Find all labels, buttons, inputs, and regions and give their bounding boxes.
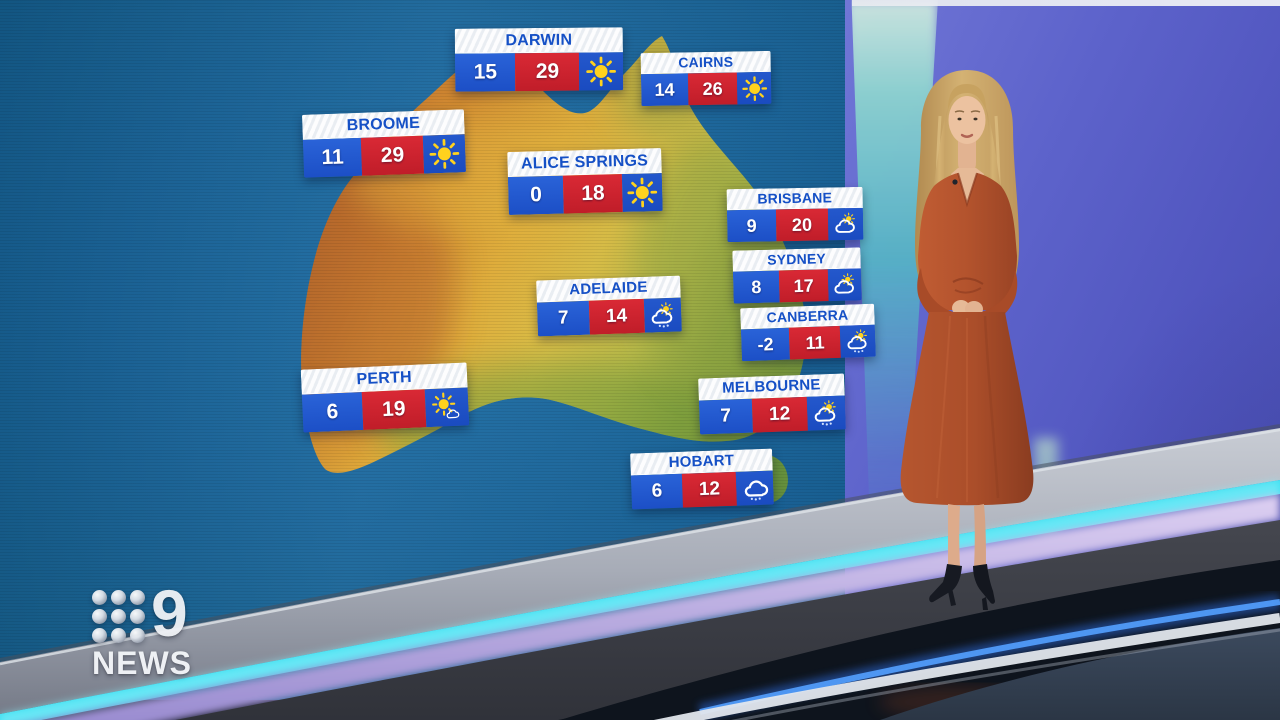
weather-card-alice-springs: ALICE SPRINGS 0 18 xyxy=(507,147,663,216)
partly-cloudy-icon xyxy=(827,268,862,302)
weather-card-melbourne: MELBOURNE 7 12 xyxy=(698,373,846,435)
max-temp: 12 xyxy=(751,396,808,433)
cloud-drizzle-icon xyxy=(735,470,774,506)
weather-card-canberra: CANBERRA -2 11 xyxy=(740,303,876,362)
weather-card-broome: BROOME 11 29 xyxy=(301,109,467,178)
weather-card-adelaide: ADELAIDE 7 14 xyxy=(536,275,682,337)
weather-card-brisbane: BRISBANE 9 20 xyxy=(726,186,864,243)
sunny-icon xyxy=(737,71,772,105)
min-temp: 0 xyxy=(507,175,565,216)
min-temp: 6 xyxy=(301,392,364,433)
partly-cloudy-drizzle-icon xyxy=(643,297,682,333)
min-temp: 7 xyxy=(698,398,753,435)
city-name: CAIRNS xyxy=(640,50,771,75)
mostly-sunny-icon xyxy=(424,387,470,428)
weather-card-sydney: SYDNEY 8 17 xyxy=(732,247,862,304)
presenter-neck xyxy=(958,140,976,174)
weather-card-darwin: DARWIN 15 29 xyxy=(454,27,624,92)
partly-cloudy-drizzle-icon xyxy=(839,324,876,358)
news-wordmark: NEWS xyxy=(92,645,192,681)
presenter-shoes xyxy=(929,564,962,603)
presenter-face xyxy=(948,96,986,144)
max-temp: 17 xyxy=(778,269,829,303)
min-temp: 6 xyxy=(630,473,684,510)
max-temp: 20 xyxy=(775,208,829,242)
max-temp: 11 xyxy=(789,325,842,360)
presenter-dress-skirt xyxy=(900,312,1034,506)
nine-numeral: 9 xyxy=(151,576,188,650)
sunny-icon xyxy=(422,134,467,174)
partly-cloudy-icon xyxy=(827,207,864,241)
weather-card-cairns: CAIRNS 14 26 xyxy=(640,50,772,107)
max-temp: 14 xyxy=(588,298,645,335)
city-name: BRISBANE xyxy=(726,186,863,211)
partly-cloudy-drizzle-icon xyxy=(806,395,846,431)
presenter-legs xyxy=(948,504,960,567)
presenter-dress-bodice xyxy=(918,173,1017,310)
min-temp: 14 xyxy=(640,73,689,107)
presenter xyxy=(900,70,1034,610)
min-temp: 9 xyxy=(726,209,777,243)
sunny-icon xyxy=(579,52,624,91)
min-temp: 8 xyxy=(732,270,780,304)
nine-dots-icon xyxy=(92,590,145,643)
weather-card-perth: PERTH 6 19 xyxy=(300,362,470,433)
wall-top-edge xyxy=(852,0,1280,6)
sunny-icon xyxy=(621,172,663,213)
min-temp: -2 xyxy=(740,327,791,362)
min-temp: 11 xyxy=(302,137,363,178)
min-temp: 15 xyxy=(454,53,516,92)
weather-card-hobart: HOBART 6 12 xyxy=(630,448,774,510)
max-temp: 18 xyxy=(563,174,623,214)
max-temp: 26 xyxy=(687,72,738,106)
city-name: DARWIN xyxy=(454,27,623,54)
max-temp: 12 xyxy=(681,471,738,508)
max-temp: 29 xyxy=(361,135,424,176)
min-temp: 7 xyxy=(536,300,590,337)
nine-news-logo: 9 NEWS xyxy=(92,576,222,682)
max-temp: 29 xyxy=(515,52,580,92)
lapel-mic xyxy=(952,179,958,185)
max-temp: 19 xyxy=(361,389,427,430)
